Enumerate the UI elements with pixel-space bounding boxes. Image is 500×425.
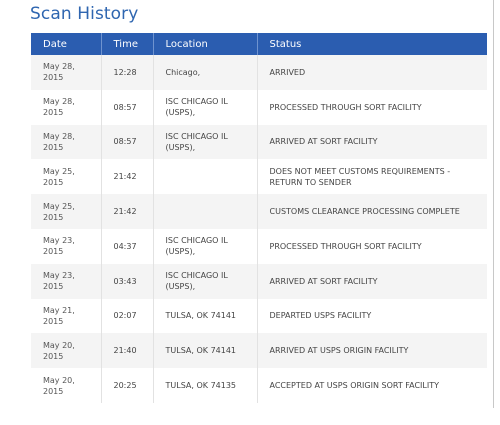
cell-date: May 28, 2015 bbox=[31, 55, 102, 90]
cell-status: ACCEPTED AT USPS ORIGIN SORT FACILITY bbox=[257, 368, 487, 403]
column-header-date: Date bbox=[31, 33, 102, 55]
cell-date: May 23, 2015 bbox=[31, 263, 102, 299]
column-header-time: Time bbox=[101, 33, 154, 55]
column-header-location: Location bbox=[153, 33, 258, 55]
cell-location: TULSA, OK 74141 bbox=[153, 298, 258, 334]
cell-time: 21:40 bbox=[101, 333, 154, 369]
header-row: Date Time Location Status bbox=[31, 33, 487, 55]
table-row: May 23, 2015 04:37 ISC CHICAGO IL (USPS)… bbox=[31, 228, 487, 264]
table-body: May 28, 2015 12:28 Chicago, ARRIVED May … bbox=[31, 55, 487, 403]
cell-time: 02:07 bbox=[101, 298, 154, 334]
cell-time: 08:57 bbox=[101, 89, 154, 125]
page-title: Scan History bbox=[30, 4, 139, 24]
table-row: May 25, 2015 21:42 DOES NOT MEET CUSTOMS… bbox=[31, 159, 487, 195]
cell-status: PROCESSED THROUGH SORT FACILITY bbox=[257, 89, 487, 125]
cell-date: May 20, 2015 bbox=[31, 368, 102, 403]
table-row: May 21, 2015 02:07 TULSA, OK 74141 DEPAR… bbox=[31, 298, 487, 334]
cell-location: TULSA, OK 74141 bbox=[153, 333, 258, 369]
cell-status: DOES NOT MEET CUSTOMS REQUIREMENTS - RET… bbox=[257, 159, 487, 195]
table-row: May 20, 2015 20:25 TULSA, OK 74135 ACCEP… bbox=[31, 368, 487, 403]
table-row: May 25, 2015 21:42 CUSTOMS CLEARANCE PRO… bbox=[31, 194, 487, 229]
cell-status: PROCESSED THROUGH SORT FACILITY bbox=[257, 228, 487, 264]
cell-location bbox=[153, 159, 258, 195]
cell-time: 04:37 bbox=[101, 228, 154, 264]
column-header-status: Status bbox=[257, 33, 487, 55]
table-row: May 20, 2015 21:40 TULSA, OK 74141 ARRIV… bbox=[31, 333, 487, 369]
cell-location: ISC CHICAGO IL (USPS), bbox=[153, 228, 258, 264]
cell-status: CUSTOMS CLEARANCE PROCESSING COMPLETE bbox=[257, 194, 487, 229]
panel-divider bbox=[493, 0, 494, 408]
cell-date: May 25, 2015 bbox=[31, 159, 102, 195]
cell-time: 12:28 bbox=[101, 55, 154, 90]
cell-status: ARRIVED AT SORT FACILITY bbox=[257, 124, 487, 160]
cell-location bbox=[153, 194, 258, 229]
cell-location: ISC CHICAGO IL (USPS), bbox=[153, 89, 258, 125]
cell-time: 21:42 bbox=[101, 194, 154, 229]
cell-time: 08:57 bbox=[101, 124, 154, 160]
cell-date: May 28, 2015 bbox=[31, 89, 102, 125]
table-row: May 23, 2015 03:43 ISC CHICAGO IL (USPS)… bbox=[31, 263, 487, 299]
cell-status: ARRIVED AT SORT FACILITY bbox=[257, 263, 487, 299]
table-header: Date Time Location Status bbox=[31, 33, 487, 55]
cell-location: ISC CHICAGO IL (USPS), bbox=[153, 124, 258, 160]
cell-date: May 28, 2015 bbox=[31, 124, 102, 160]
cell-time: 20:25 bbox=[101, 368, 154, 403]
cell-status: DEPARTED USPS FACILITY bbox=[257, 298, 487, 334]
cell-status: ARRIVED bbox=[257, 55, 487, 90]
cell-location: Chicago, bbox=[153, 55, 258, 90]
table-row: May 28, 2015 08:57 ISC CHICAGO IL (USPS)… bbox=[31, 124, 487, 160]
cell-date: May 25, 2015 bbox=[31, 194, 102, 229]
cell-date: May 23, 2015 bbox=[31, 228, 102, 264]
cell-status: ARRIVED AT USPS ORIGIN FACILITY bbox=[257, 333, 487, 369]
scan-history-table: Date Time Location Status May 28, 2015 1… bbox=[31, 33, 487, 403]
cell-time: 21:42 bbox=[101, 159, 154, 195]
cell-location: TULSA, OK 74135 bbox=[153, 368, 258, 403]
cell-time: 03:43 bbox=[101, 263, 154, 299]
cell-date: May 21, 2015 bbox=[31, 298, 102, 334]
cell-location: ISC CHICAGO IL (USPS), bbox=[153, 263, 258, 299]
table-row: May 28, 2015 12:28 Chicago, ARRIVED bbox=[31, 55, 487, 90]
table-row: May 28, 2015 08:57 ISC CHICAGO IL (USPS)… bbox=[31, 89, 487, 125]
cell-date: May 20, 2015 bbox=[31, 333, 102, 369]
